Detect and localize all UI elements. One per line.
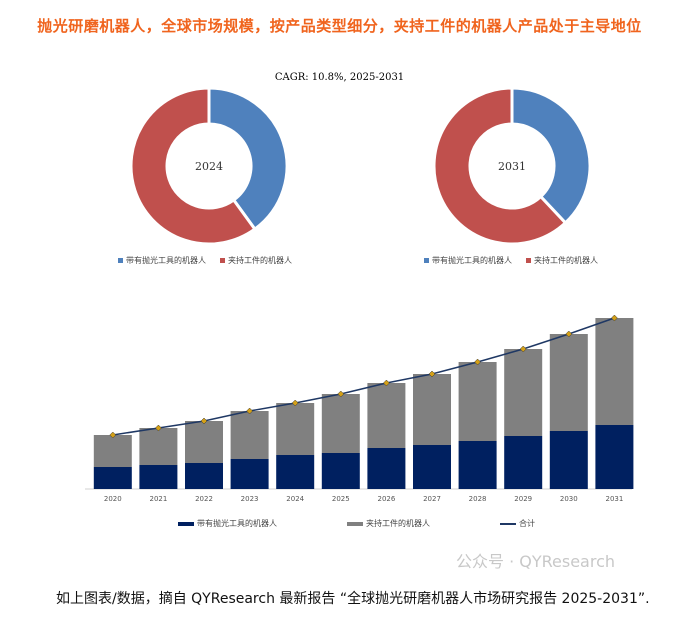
- x-tick-label: 2023: [241, 495, 259, 503]
- bar-tool: [185, 463, 223, 489]
- total-marker: [474, 358, 481, 366]
- bar-tool: [276, 455, 315, 489]
- legend-label-workpiece: 夹持工件的机器人: [228, 256, 292, 265]
- legend-swatch-tool: [424, 258, 429, 263]
- legend-swatch-workpiece: [526, 258, 531, 263]
- total-marker: [383, 379, 390, 387]
- source-footer: 如上图表/数据，摘自 QYResearch 最新报告 “全球抛光研磨机器人市场研…: [56, 591, 650, 607]
- x-tick-label: 2028: [469, 495, 487, 503]
- bar-tool: [230, 459, 269, 489]
- bar-workpiece: [230, 411, 269, 459]
- bar-workpiece: [504, 349, 543, 436]
- x-tick-label: 2022: [195, 495, 213, 503]
- legend-label-workpiece: 夹持工件的机器人: [366, 519, 430, 528]
- legend-label-tool: 带有抛光工具的机器人: [126, 256, 206, 265]
- x-tick-label: 2021: [149, 495, 167, 503]
- x-tick-label: 2020: [104, 495, 122, 503]
- bar-tool: [549, 431, 588, 489]
- bar-tool: [413, 445, 451, 489]
- x-tick-label: 2029: [514, 495, 532, 503]
- bar-workpiece: [93, 435, 132, 467]
- bar-legend: 带有抛光工具的机器人 夹持工件的机器人 合计: [178, 518, 605, 529]
- pie-slice: [207, 86, 289, 232]
- legend-label-total: 合计: [519, 519, 535, 528]
- pie-slice: [510, 86, 592, 225]
- total-marker: [519, 345, 527, 353]
- bar-workpiece: [185, 421, 223, 463]
- cagr-label: CAGR: 10.8%, 2025-2031: [274, 72, 405, 83]
- legend-swatch-workpiece: [347, 521, 363, 526]
- bar-workpiece: [549, 334, 588, 431]
- pie-center-label: 2031: [498, 160, 526, 173]
- legend-label-tool: 带有抛光工具的机器人: [432, 256, 512, 265]
- bar-tool: [321, 453, 360, 489]
- bar-workpiece: [413, 374, 451, 445]
- bar-tool: [367, 448, 406, 489]
- pie-slice: [432, 86, 568, 246]
- x-tick-label: 2031: [605, 495, 623, 503]
- pie-legend-2031: 带有抛光工具的机器人 夹持工件的机器人: [424, 255, 598, 266]
- legend-swatch-workpiece: [220, 258, 225, 263]
- page-title: 抛光研磨机器人，全球市场规模，按产品类型细分，夹持工件的机器人产品处于主导地位: [37, 17, 642, 35]
- legend-label-tool: 带有抛光工具的机器人: [197, 519, 277, 528]
- bar-workpiece: [276, 403, 315, 455]
- bar-workpiece: [595, 318, 634, 425]
- watermark: 公众号 · QYResearch: [456, 552, 616, 571]
- total-marker: [155, 424, 162, 432]
- total-marker: [337, 390, 345, 398]
- pie-center-label: 2024: [195, 160, 223, 173]
- total-marker: [109, 431, 117, 439]
- x-tick-label: 2025: [332, 495, 350, 503]
- total-marker: [246, 407, 253, 415]
- total-marker: [200, 417, 208, 425]
- bar-tool: [595, 425, 634, 489]
- legend-swatch-total: [500, 522, 516, 525]
- x-tick-label: 2024: [286, 495, 304, 503]
- total-marker: [565, 330, 573, 338]
- pie-slice: [129, 86, 257, 246]
- pie-legend-2024: 带有抛光工具的机器人 夹持工件的机器人: [118, 255, 292, 266]
- total-marker: [428, 370, 436, 378]
- total-line: [112, 317, 615, 436]
- total-marker: [611, 314, 618, 322]
- bar-tool: [93, 467, 132, 489]
- x-tick-label: 2030: [560, 495, 578, 503]
- x-tick-label: 2026: [377, 495, 395, 503]
- legend-label-workpiece: 夹持工件的机器人: [534, 256, 598, 265]
- bar-tool: [139, 465, 178, 489]
- x-tick-label: 2027: [423, 495, 441, 503]
- total-marker: [291, 399, 299, 407]
- bar-workpiece: [458, 362, 497, 441]
- bar-tool: [458, 441, 497, 489]
- bar-tool: [504, 436, 543, 489]
- bar-workpiece: [367, 383, 406, 448]
- bar-workpiece: [139, 428, 178, 465]
- legend-swatch-tool: [118, 258, 123, 263]
- legend-swatch-tool: [178, 521, 194, 526]
- bar-workpiece: [321, 394, 360, 453]
